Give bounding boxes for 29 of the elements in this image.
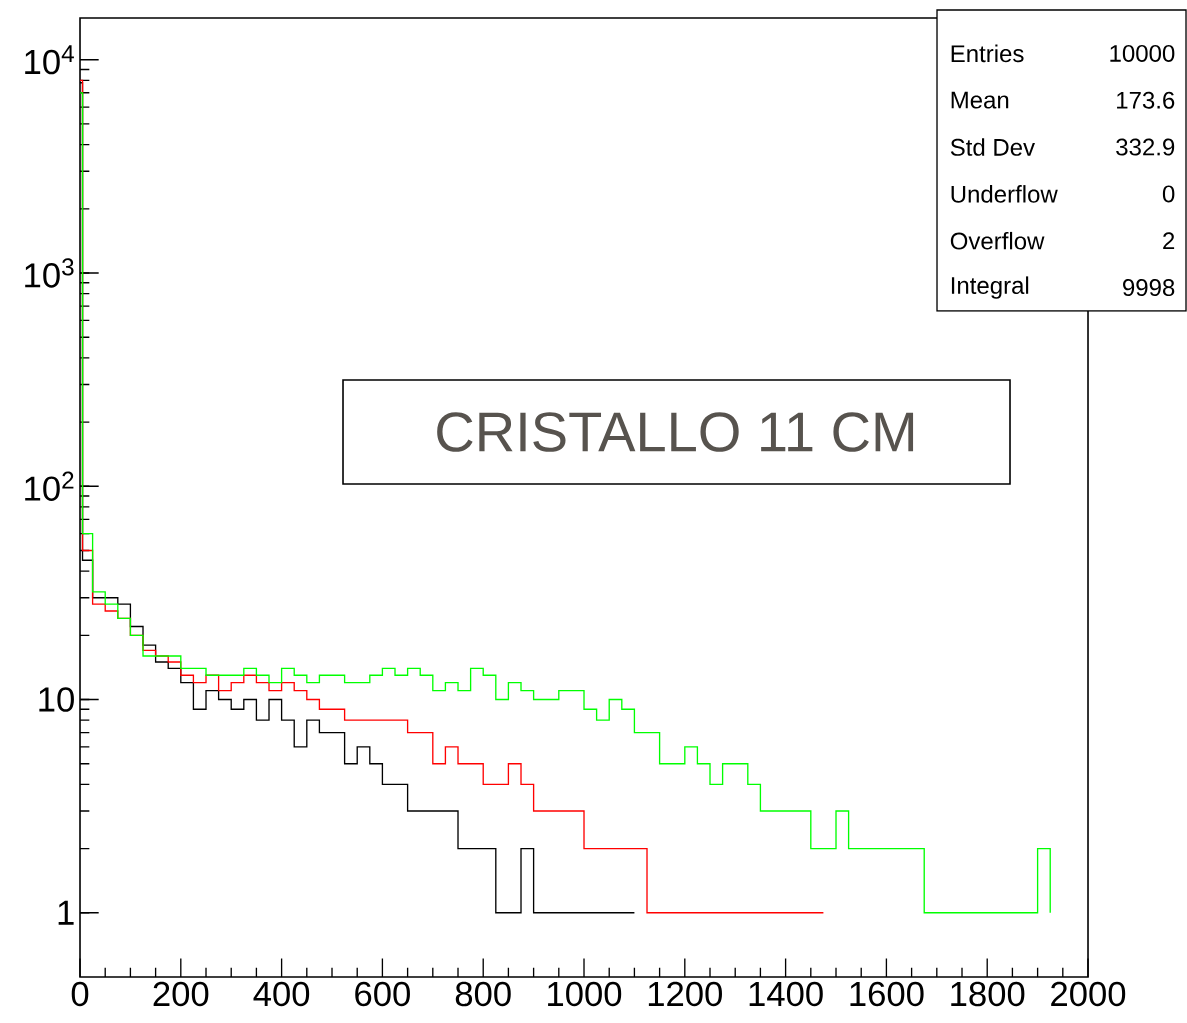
x-tick-label: 1400 bbox=[749, 981, 823, 1007]
x-tick-label: 2000 bbox=[1051, 981, 1126, 1007]
text: 0 bbox=[1162, 185, 1175, 203]
annotation: Mean bbox=[951, 91, 1009, 109]
annotation: Integral bbox=[951, 276, 1029, 299]
x-tick-label: 1200 bbox=[648, 981, 722, 1007]
text: 10000 bbox=[1110, 44, 1175, 62]
text: 9998 bbox=[1123, 279, 1175, 297]
text: 332.9 bbox=[1116, 138, 1175, 156]
x-tick-label: 1000 bbox=[548, 981, 622, 1007]
y-tick-label: 10$^{4}$ bbox=[25, 45, 74, 75]
x-tick-label: 1800 bbox=[951, 981, 1025, 1007]
x-tick-label: 400 bbox=[253, 981, 310, 1007]
text: 173.6 bbox=[1117, 91, 1175, 109]
y-tick-label: 10 bbox=[39, 687, 74, 712]
y-tick-label: 10$^{3}$ bbox=[25, 258, 74, 288]
x-tick-label: 1600 bbox=[850, 981, 924, 1007]
annotation: Underflow bbox=[951, 185, 1058, 203]
text: 2 bbox=[1163, 232, 1175, 250]
annotation: Entries bbox=[951, 44, 1024, 63]
x-tick-label: 200 bbox=[153, 981, 209, 1007]
y-tick-label: 1 bbox=[58, 900, 74, 925]
x-tick-label: 600 bbox=[355, 981, 410, 1007]
x-tick-label: 800 bbox=[455, 981, 511, 1007]
annotation: Overflow bbox=[950, 231, 1045, 250]
x-tick-label: 0 bbox=[71, 981, 89, 1007]
annotation: CRISTALLO 11 CM bbox=[437, 412, 914, 452]
annotation: Std Dev bbox=[950, 138, 1035, 156]
y-tick-label: 10$^{2}$ bbox=[25, 471, 74, 501]
